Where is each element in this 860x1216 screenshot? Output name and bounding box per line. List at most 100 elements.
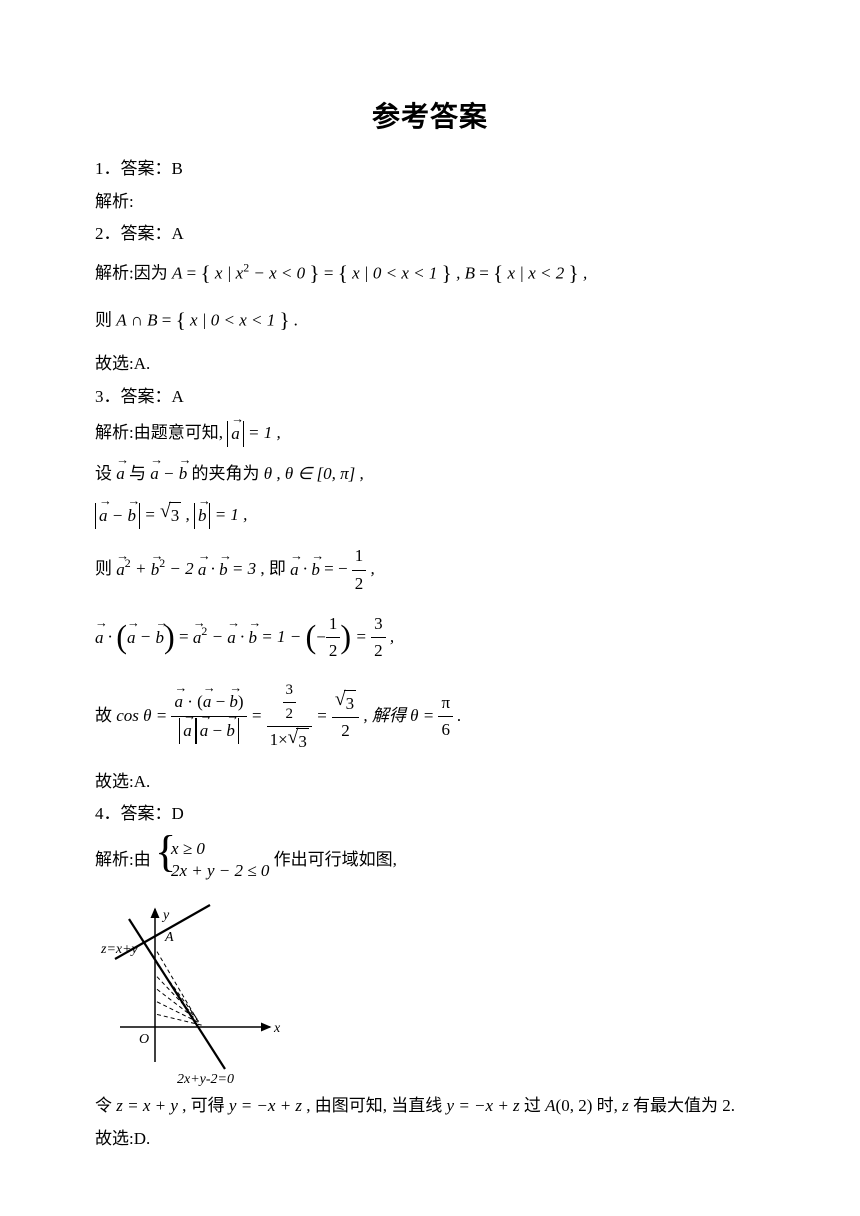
lbrace: { [176, 308, 186, 332]
eq: = 1 , [215, 505, 248, 524]
abs-b: b [194, 503, 211, 529]
rparen: ) [340, 619, 351, 655]
q4-line1: 解析:由 x ≥ 0 2x + y − 2 ≤ 0 作出可行域如图, [95, 838, 765, 884]
text: 有最大值为 2. [629, 1096, 735, 1115]
lbrace: { [200, 261, 210, 285]
eq: = [324, 264, 338, 283]
abs-aminusb: a − b [95, 503, 140, 529]
tail: , [390, 627, 394, 646]
text: 时, [592, 1096, 622, 1115]
set-inner: x | 0 < x < 1 [352, 264, 437, 283]
vec-a: a [116, 557, 125, 583]
vec-a: a [95, 625, 104, 651]
vec-b: b [179, 461, 188, 487]
text: 解析:因为 [95, 264, 172, 283]
minus: − [108, 506, 128, 525]
text: , 解得 θ = [363, 706, 438, 725]
q2-answer: 2．答案：A [95, 221, 765, 247]
vec-a: a [227, 625, 236, 651]
var: z [622, 1096, 629, 1115]
text: 令 [95, 1096, 116, 1115]
coords: (0, 2) [556, 1096, 593, 1115]
vec-b: b [127, 503, 136, 529]
q3-line3: a − b = √3 , b = 1 , [95, 502, 765, 530]
expr: z = x + y [116, 1096, 178, 1115]
vec-b: b [249, 625, 258, 651]
text: 作出可行域如图, [274, 849, 397, 868]
period: . [294, 311, 298, 330]
eq: = [316, 706, 332, 725]
frac-half: 12 [352, 543, 367, 597]
abs-a: a [227, 421, 244, 447]
frac-4: π 6 [438, 690, 453, 744]
q3-line4: 则 a2 + b2 − 2 a · b = 3 , 即 a · b = − 12… [95, 543, 765, 597]
sqrt3: √3 [160, 502, 181, 529]
expr: y = −x + z [229, 1096, 302, 1115]
text: , 可得 [178, 1096, 229, 1115]
set-inner: x | x < 2 [508, 264, 565, 283]
set-inner: x | 0 < x < 1 [190, 311, 275, 330]
vec-b: b [198, 503, 207, 529]
vec-b: b [226, 718, 235, 744]
eq: = − [324, 559, 347, 578]
sys-row2: 2x + y − 2 ≤ 0 [171, 860, 269, 883]
minus: − 2 [169, 559, 193, 578]
neg: − [316, 628, 326, 647]
frac-2: 32 1×√3 [267, 679, 312, 755]
q2-conclude: 故选:A. [95, 351, 765, 377]
vec-a: a [183, 718, 192, 744]
frac: 12 [326, 611, 341, 665]
eq: = [251, 706, 267, 725]
text: 解析:由题意可知, [95, 423, 227, 442]
svg-text:y: y [161, 908, 170, 923]
q2-line1: 解析:因为 A = { x | x2 − x < 0 } = { x | 0 <… [95, 257, 765, 290]
eq: = [355, 627, 371, 646]
point: A [545, 1096, 555, 1115]
eq: = 3 [232, 559, 256, 578]
eq: = [479, 264, 493, 283]
feasible-region-diagram: z=x+yyxOA2x+y-2=0 [95, 897, 300, 1087]
text: 故 [95, 706, 116, 725]
q4-answer: 4．答案：D [95, 801, 765, 827]
text: , 由图可知, 当直线 [302, 1096, 447, 1115]
rbrace: } [569, 261, 579, 285]
text: 设 [95, 464, 116, 483]
eq: = [162, 311, 176, 330]
frac-3: √3 2 [332, 689, 359, 744]
vec-a: a [99, 503, 108, 529]
tail: , [371, 559, 375, 578]
lbrace: { [338, 261, 348, 285]
eq: = [179, 627, 193, 646]
q1-answer: 1．答案：B [95, 156, 765, 182]
vec-a: a [174, 689, 183, 715]
vec-b: b [311, 557, 320, 583]
rbrace: } [442, 261, 452, 285]
q4-conclude: 故选:D. [95, 1126, 765, 1152]
lparen: ( [306, 619, 317, 655]
AcapB: A ∩ B [116, 311, 157, 330]
text: 的夹角为 [191, 464, 263, 483]
vec-b: b [219, 557, 228, 583]
q1-explain: 解析: [95, 189, 765, 215]
expr: y = −x + z [447, 1096, 520, 1115]
vec-b: b [151, 557, 160, 583]
text: 解析:由 [95, 849, 155, 868]
eq: = [187, 264, 201, 283]
plus: + [135, 559, 151, 578]
text: 则 [95, 311, 116, 330]
comma: , [185, 505, 194, 524]
tail: , [583, 264, 587, 283]
text: 与 [129, 464, 150, 483]
svg-text:x: x [273, 1021, 281, 1036]
range: , θ ∈ [0, π] , [276, 464, 363, 483]
vec-a: a [116, 461, 125, 487]
eq: = 1 , [248, 423, 281, 442]
minus: − [212, 627, 228, 646]
frac-res: 32 [371, 611, 386, 665]
var-A: A [172, 264, 182, 283]
system: x ≥ 0 2x + y − 2 ≤ 0 [155, 838, 269, 884]
svg-text:A: A [164, 930, 174, 945]
frac-main: a · (a − b) aa − b [171, 689, 246, 744]
sys-row1: x ≥ 0 [171, 838, 269, 861]
vec-a: a [231, 421, 240, 447]
